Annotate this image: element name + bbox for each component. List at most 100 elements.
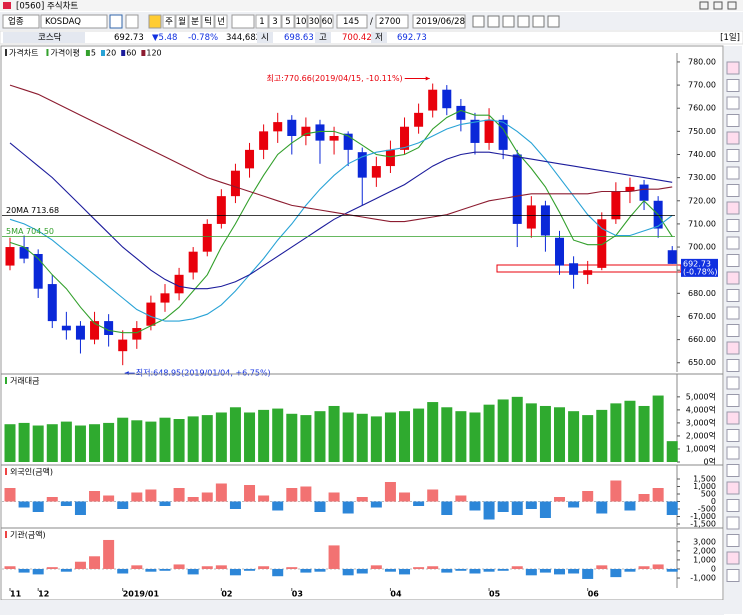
side-tool-icon[interactable] xyxy=(726,429,740,442)
side-tool-icon[interactable] xyxy=(726,166,740,180)
side-tool-icon[interactable] xyxy=(726,324,740,337)
side-tool-icon[interactable] xyxy=(726,236,740,250)
interval-button[interactable] xyxy=(294,14,308,29)
y-tick-label: 710.00 xyxy=(688,219,716,228)
y-tick-label: 500 xyxy=(701,490,716,499)
chart-icon[interactable] xyxy=(109,14,123,29)
side-tool-icon[interactable] xyxy=(726,569,740,582)
side-tool-icon[interactable] xyxy=(726,551,740,565)
panel-title: 외국인(금액) xyxy=(10,467,53,477)
side-tool-icon[interactable] xyxy=(726,411,740,425)
period-button[interactable] xyxy=(188,14,202,29)
bar xyxy=(413,501,425,506)
bar xyxy=(342,501,354,514)
tool-icon[interactable] xyxy=(532,15,545,28)
side-tool-icon[interactable] xyxy=(726,254,740,267)
side-tool-icon[interactable] xyxy=(726,149,740,162)
tool-icon[interactable] xyxy=(502,15,515,28)
interval-button[interactable] xyxy=(320,14,334,29)
bar xyxy=(187,416,199,462)
side-tool-icon[interactable] xyxy=(726,446,740,460)
bar xyxy=(554,407,566,462)
side-tool-icon[interactable] xyxy=(726,464,740,477)
period-label: 월 xyxy=(178,16,186,27)
bar xyxy=(117,501,129,509)
interval-label: 60 xyxy=(322,17,333,27)
minimize-button[interactable] xyxy=(699,1,709,10)
interval-button[interactable] xyxy=(255,14,269,29)
moving-average-line xyxy=(9,109,673,334)
side-tool-icon[interactable] xyxy=(726,481,740,495)
bar xyxy=(497,568,509,571)
side-tool-icon[interactable] xyxy=(726,516,740,530)
side-tool-icon[interactable] xyxy=(726,96,740,110)
bar xyxy=(314,501,326,512)
candle-body xyxy=(400,126,410,150)
candle-body xyxy=(61,325,71,331)
side-tool-icon[interactable] xyxy=(726,499,740,512)
maximize-button[interactable] xyxy=(713,1,723,10)
period-button[interactable] xyxy=(214,14,228,29)
period-button[interactable] xyxy=(175,14,189,29)
tool-icon[interactable] xyxy=(517,15,530,28)
max-count-text: 2700 xyxy=(379,17,401,27)
side-tool-icon[interactable] xyxy=(726,131,740,145)
period-button[interactable] xyxy=(201,14,215,29)
interval-button[interactable] xyxy=(307,14,321,29)
search-icon[interactable] xyxy=(125,14,139,29)
bar xyxy=(652,488,664,502)
side-tool-icon[interactable] xyxy=(726,359,740,372)
side-tool-icon[interactable] xyxy=(726,289,740,302)
bar xyxy=(469,412,481,462)
candle-body xyxy=(498,119,508,150)
bar xyxy=(624,501,636,511)
side-tool-icon[interactable] xyxy=(726,184,740,197)
side-tool-icon[interactable] xyxy=(726,219,740,232)
side-tool-icon[interactable] xyxy=(726,201,740,215)
close-button[interactable] xyxy=(727,1,737,10)
bar xyxy=(652,395,664,462)
interval-select[interactable] xyxy=(231,14,255,29)
tool-icon[interactable] xyxy=(547,15,560,28)
candle-body xyxy=(118,339,128,352)
bar xyxy=(455,411,467,462)
y-tick-label: -1,000 xyxy=(690,512,716,521)
bar xyxy=(638,566,650,569)
side-tool-icon[interactable] xyxy=(726,376,740,390)
side-tool-icon[interactable] xyxy=(726,114,740,127)
y-tick-label: 5,000억 xyxy=(686,391,716,401)
day-button[interactable] xyxy=(148,14,162,29)
bar xyxy=(46,424,58,462)
side-tool-icon[interactable] xyxy=(726,79,740,92)
zoom-in-icon[interactable] xyxy=(472,15,485,28)
side-tool-icon[interactable] xyxy=(726,271,740,285)
bar xyxy=(582,568,594,579)
code-select[interactable] xyxy=(40,14,108,29)
candle-body xyxy=(104,321,114,335)
candle-body xyxy=(19,247,29,259)
x-tick-label: 12 xyxy=(38,590,49,599)
bar xyxy=(582,415,594,462)
side-tool-icon[interactable] xyxy=(726,306,740,320)
candle-body xyxy=(146,302,156,326)
label-box xyxy=(371,32,387,43)
period-button[interactable] xyxy=(162,14,176,29)
zoom-out-icon[interactable] xyxy=(487,15,500,28)
bar xyxy=(32,568,44,575)
side-tool-icon[interactable] xyxy=(726,341,740,355)
max-count-input[interactable] xyxy=(375,14,409,29)
y-tick-label: 2,000억 xyxy=(686,430,716,440)
side-tool-icon[interactable] xyxy=(726,394,740,407)
market-select[interactable] xyxy=(2,14,40,29)
interval-button[interactable] xyxy=(268,14,282,29)
candle-body xyxy=(273,122,283,132)
interval-button[interactable] xyxy=(281,14,295,29)
high-label: 고 xyxy=(319,33,327,43)
side-tool-icon[interactable] xyxy=(726,534,740,547)
count-input[interactable] xyxy=(336,14,368,29)
y-tick-label: 740.00 xyxy=(688,150,716,159)
side-tool-icon[interactable] xyxy=(726,61,740,75)
date-input[interactable] xyxy=(412,14,466,29)
bar xyxy=(328,405,340,462)
